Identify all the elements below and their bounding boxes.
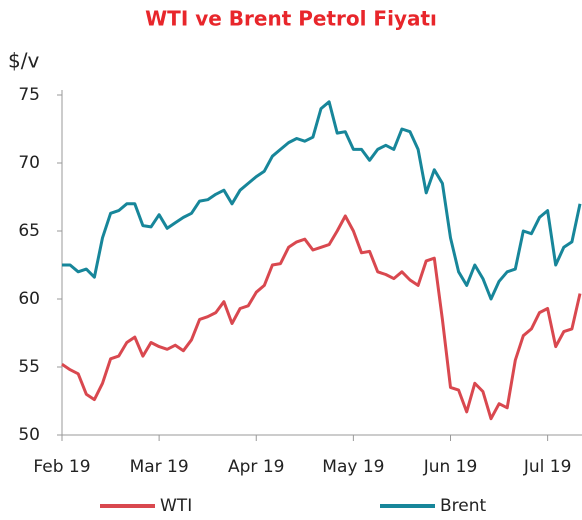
line-wti — [61, 214, 582, 421]
x-tick-label: Jun 19 — [423, 457, 478, 477]
y-tick-label: 55 — [18, 357, 40, 377]
y-tick-label: 75 — [18, 85, 40, 105]
y-tick-label: 60 — [18, 289, 40, 309]
x-tick-label: Jul 19 — [523, 457, 572, 477]
legend-label: WTI — [160, 496, 192, 516]
y-axis-label: $/v — [8, 49, 39, 73]
line-brent — [62, 100, 582, 301]
y-tick-label: 65 — [18, 221, 40, 241]
x-tick-label: May 19 — [322, 457, 384, 477]
x-tick-label: Apr 19 — [228, 457, 284, 477]
chart-title: WTI ve Brent Petrol Fiyatı — [145, 7, 437, 31]
y-tick-label: 50 — [18, 425, 40, 445]
x-tick-label: Mar 19 — [130, 457, 189, 477]
x-tick-label: Feb 19 — [33, 457, 90, 477]
legend-label: Brent — [440, 496, 487, 516]
y-tick-label: 70 — [18, 153, 40, 173]
